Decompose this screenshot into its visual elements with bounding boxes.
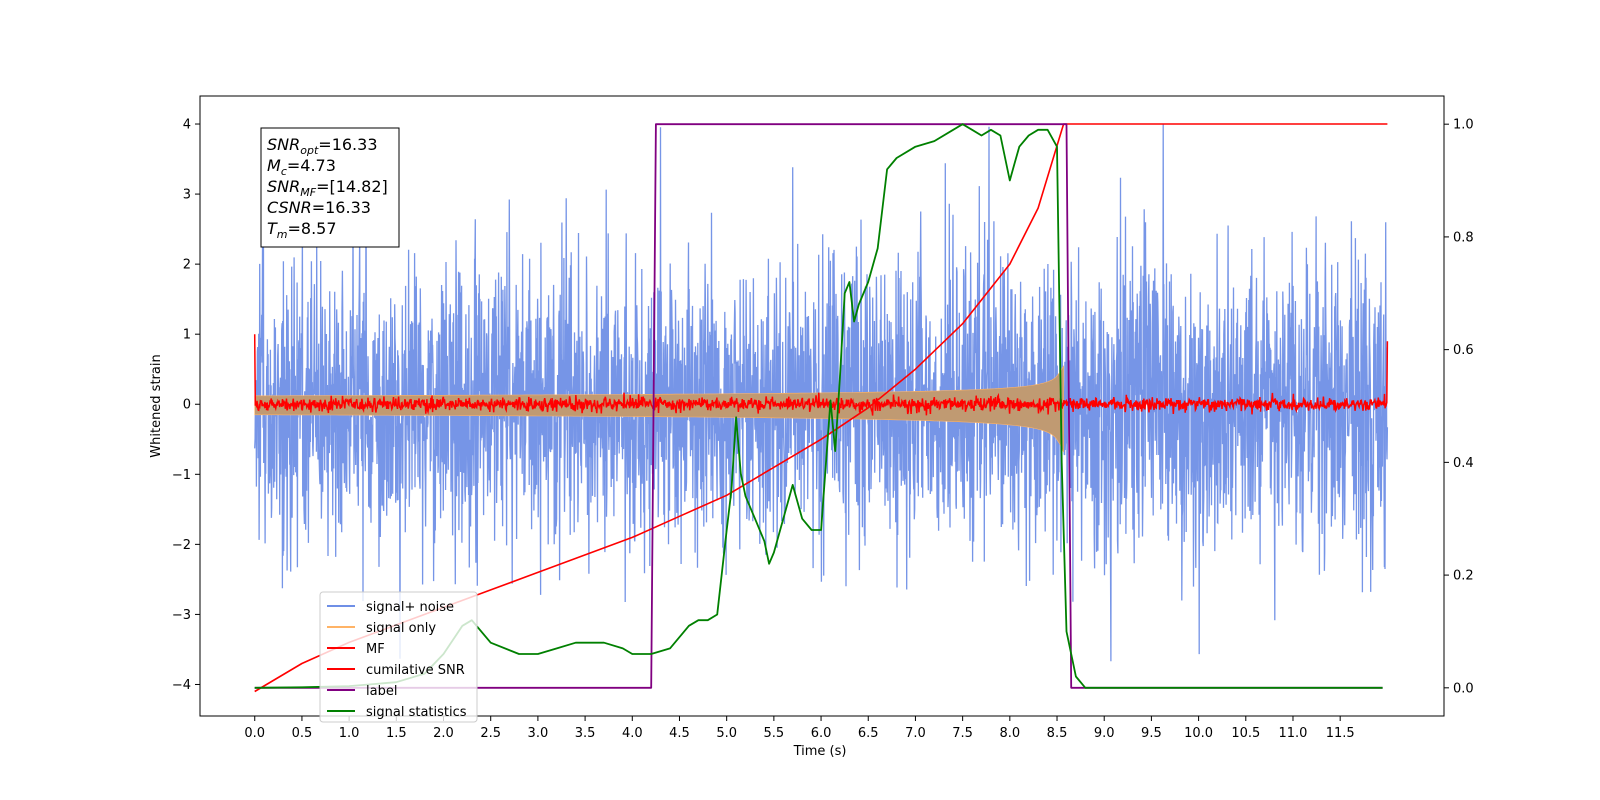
y2-tick-label: 0.2 (1453, 569, 1474, 584)
x-tick-label: 8.5 (1047, 726, 1068, 741)
legend-label: signal statistics (366, 705, 467, 720)
x-tick-label: 11.0 (1279, 726, 1308, 741)
y2-tick-label: 0.6 (1453, 343, 1474, 358)
y2-tick-label: 1.0 (1453, 118, 1474, 133)
y-tick-label: −4 (172, 678, 191, 693)
info-box-frame (260, 127, 400, 248)
x-tick-label: 6.0 (811, 726, 832, 741)
y-tick-label: −1 (172, 468, 191, 483)
x-tick-label: 7.0 (905, 726, 926, 741)
x-tick-label: 1.5 (386, 726, 407, 741)
x-tick-label: 0.0 (244, 726, 265, 741)
x-tick-label: 6.5 (858, 726, 879, 741)
legend-label: signal only (366, 621, 436, 636)
y-tick-label: 4 (183, 118, 191, 133)
legend-frame (319, 591, 478, 723)
y-tick-label: 1 (183, 328, 191, 343)
x-tick-label: 5.0 (716, 726, 737, 741)
info-line: SNRMF=[14.82] (267, 177, 388, 199)
x-tick-label: 9.0 (1094, 726, 1115, 741)
x-tick-label: 0.5 (292, 726, 313, 741)
y-axis-right: 1.0 0.8 0.6 0.4 0.2 0.0 (1444, 118, 1474, 696)
legend-label: MF (366, 642, 385, 657)
x-tick-label: 8.0 (999, 726, 1020, 741)
legend-label: cumilative SNR (366, 663, 465, 678)
y2-tick-label: 0.8 (1453, 230, 1474, 245)
x-tick-label: 10.0 (1184, 726, 1213, 741)
x-tick-label: 4.5 (669, 726, 690, 741)
y-tick-label: −2 (172, 538, 191, 553)
y-tick-label: 2 (183, 258, 191, 273)
x-tick-label: 3.0 (528, 726, 549, 741)
x-axis: 0.0 0.5 1.0 1.5 2.0 2.5 3.0 3.5 4.0 4.5 5.0 5.5 6.0 6… (244, 716, 1355, 741)
y2-tick-label: 0.4 (1453, 456, 1474, 471)
x-tick-label: 5.5 (764, 726, 785, 741)
x-tick-label: 4.0 (622, 726, 643, 741)
series-mf (253, 334, 1389, 416)
x-tick-label: 2.0 (433, 726, 454, 741)
x-tick-label: 2.5 (480, 726, 501, 741)
y-axis-label: Whitened strain (149, 354, 164, 457)
y-axis-left: 4 3 2 1 0 −1 −2 −3 −4 (172, 118, 200, 693)
info-line: CSNR=16.33 (267, 198, 371, 217)
y2-tick-label: 0.0 (1453, 681, 1474, 696)
x-tick-label: 7.5 (952, 726, 973, 741)
legend-label: signal+ noise (366, 600, 454, 615)
x-tick-label: 3.5 (575, 726, 596, 741)
series-signal-noise (254, 123, 1389, 662)
info-line: Mc=4.73 (267, 156, 336, 178)
plot-frame (199, 95, 1445, 717)
legend: signal+ noise signal only MF cumilative SNR… (319, 591, 478, 723)
info-box: SNRopt=16.33Mc=4.73SNRMF=[14.82]CSNR=16.… (260, 127, 400, 248)
x-axis-label: Time (s) (793, 744, 847, 759)
x-tick-label: 1.0 (339, 726, 360, 741)
info-line: Tm=8.57 (267, 219, 337, 241)
legend-label: label (366, 684, 397, 699)
x-tick-label: 9.5 (1141, 726, 1162, 741)
y-tick-label: 3 (183, 188, 191, 203)
info-line: SNRopt=16.33 (267, 135, 378, 157)
series-signal-statistics (254, 123, 1383, 689)
x-tick-label: 11.5 (1326, 726, 1355, 741)
x-tick-label: 10.5 (1231, 726, 1260, 741)
y-tick-label: −3 (172, 608, 191, 623)
y-tick-label: 0 (183, 398, 191, 413)
